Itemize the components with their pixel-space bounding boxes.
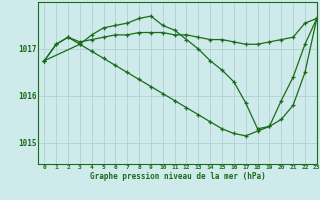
X-axis label: Graphe pression niveau de la mer (hPa): Graphe pression niveau de la mer (hPa) [90, 172, 266, 181]
